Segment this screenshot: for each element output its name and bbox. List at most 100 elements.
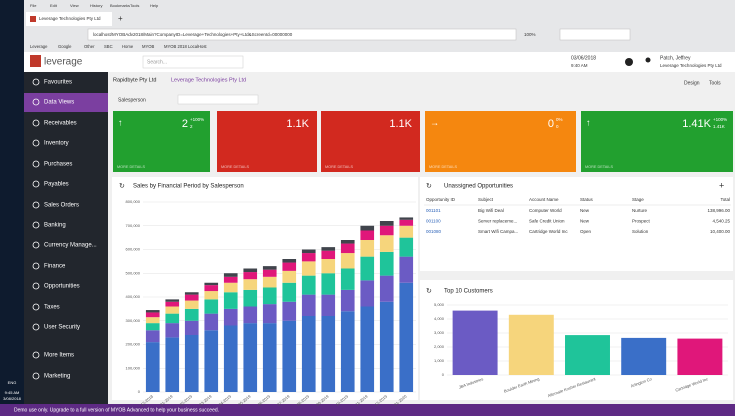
kpi-tile[interactable]	[425, 111, 576, 172]
filter-label: Salesperson	[118, 97, 146, 103]
table-cell[interactable]: 001101	[426, 208, 441, 213]
bar-segment	[399, 219, 414, 226]
y-tick-label: 4,000	[434, 316, 445, 321]
sidebar-item[interactable]: Finance	[44, 264, 66, 270]
url: localhost/MYOBAdv2018/Main?CompanyID=Lev…	[93, 32, 293, 37]
sidebar-item[interactable]: Opportunities	[44, 284, 80, 290]
table-cell[interactable]: 001080	[426, 229, 442, 234]
bar-segment	[399, 256, 414, 283]
bar-segment	[282, 320, 297, 392]
tab[interactable]	[26, 12, 112, 26]
bar-segment	[399, 217, 414, 220]
table-cell: 138,996.00	[707, 208, 730, 213]
bookmark[interactable]: Google	[58, 44, 72, 49]
add-icon[interactable]: +	[719, 180, 724, 190]
bar	[452, 310, 498, 375]
new-tab[interactable]: +	[118, 14, 123, 23]
sidebar-icon	[32, 160, 40, 168]
bookmark[interactable]: SBC	[104, 44, 113, 49]
sidebar-item[interactable]: Taxes	[44, 305, 60, 311]
kpi-tile[interactable]	[581, 111, 733, 172]
sidebar-item[interactable]: Marketing	[44, 374, 70, 380]
tile-footer[interactable]: MORE DETAILS	[221, 165, 249, 169]
bookmark[interactable]: Home	[122, 44, 134, 49]
salesperson-select[interactable]	[177, 94, 259, 105]
user-icon[interactable]	[645, 57, 651, 63]
y-tick-label: 0	[442, 372, 445, 377]
bar-segment	[223, 325, 238, 392]
table-cell: Nurture	[632, 208, 648, 213]
bookmark[interactable]: MYOB	[142, 44, 155, 49]
bar-segment	[360, 230, 375, 240]
kpi-tile[interactable]	[321, 111, 420, 172]
sidebar-item[interactable]: Payables	[44, 182, 69, 188]
bar-segment	[301, 249, 316, 254]
bar-segment	[243, 272, 258, 280]
tile-footer[interactable]: MORE DETAILS	[117, 165, 145, 169]
bar-segment	[184, 294, 199, 301]
sidebar-item[interactable]: Receivables	[44, 121, 77, 127]
menu-item[interactable]: Help	[150, 3, 159, 8]
tile-footer[interactable]: MORE DETAILS	[429, 165, 457, 169]
sidebar-item[interactable]: Favourites	[44, 80, 72, 86]
bar	[508, 314, 554, 375]
bar-segment	[223, 273, 238, 277]
bar-segment	[301, 294, 316, 316]
toolbar-button[interactable]: Tools	[709, 80, 721, 86]
zoom: 100%	[524, 32, 536, 37]
refresh-icon[interactable]: ↻	[426, 288, 432, 295]
table-cell: Open	[580, 229, 592, 234]
kpi-tile[interactable]	[113, 111, 210, 172]
bookmark[interactable]: MYOB 2018 LocalHost	[164, 44, 207, 49]
sidebar-item[interactable]: Data Views	[44, 100, 74, 106]
menu-item[interactable]: Tools	[130, 3, 139, 8]
sidebar-item[interactable]: More Items	[44, 353, 74, 359]
search-placeholder: Search...	[147, 59, 167, 65]
refresh-icon[interactable]: ↻	[119, 183, 125, 190]
tile-change: +100%	[713, 117, 727, 122]
menu-item[interactable]: Bookmarks	[110, 3, 130, 8]
tile-arrow: ↑	[586, 117, 591, 127]
kpi-tile[interactable]	[217, 111, 317, 172]
refresh-icon[interactable]: ↻	[426, 183, 432, 190]
bar-segment	[145, 330, 160, 343]
search-box[interactable]	[142, 55, 244, 69]
y-tick-label: 400,000	[126, 294, 141, 299]
table-cell: Cartridge World Inc	[529, 229, 568, 234]
menu-item[interactable]: Edit	[50, 3, 58, 8]
breadcrumb[interactable]: Leverage Technologies Pty Ltd	[171, 77, 246, 83]
y-tick-label: 3,000	[434, 330, 445, 335]
sidebar-active	[24, 93, 108, 112]
bar-segment	[262, 287, 277, 305]
sidebar-item[interactable]: Banking	[44, 223, 66, 229]
sidebar-item[interactable]: Purchases	[44, 162, 72, 168]
user-name[interactable]: Patch, Jeffrey	[660, 55, 691, 61]
sidebar-item[interactable]: User Security	[44, 325, 80, 331]
sidebar-item[interactable]: Sales Orders	[44, 203, 79, 209]
bookmark[interactable]: Leverage	[30, 44, 48, 49]
bar	[565, 335, 610, 375]
toolbar-button[interactable]: Design	[684, 80, 700, 86]
sidebar-item[interactable]: Currency Manage...	[44, 243, 97, 249]
tile-footer[interactable]: MORE DETAILS	[325, 165, 353, 169]
tile-sub: 1.41K	[713, 124, 725, 129]
sidebar-item[interactable]: Inventory	[44, 141, 69, 147]
sidebar-icon	[32, 262, 40, 270]
browser-search[interactable]	[559, 28, 631, 41]
table-cell[interactable]: 001100	[426, 219, 441, 224]
breadcrumb[interactable]: Rapidbyte Pty Ltd	[113, 77, 156, 83]
tile-value: 2	[182, 118, 188, 130]
table-header: Account Name	[529, 197, 559, 202]
bar-segment	[204, 330, 219, 392]
bar-segment	[262, 266, 277, 270]
bookmark[interactable]: Other	[84, 44, 95, 49]
help-icon[interactable]	[625, 58, 633, 66]
user-company: Leverage Technologies Pty Ltd	[660, 63, 722, 68]
url-bar[interactable]	[87, 28, 517, 41]
sidebar-icon	[32, 139, 40, 147]
tile-footer[interactable]: MORE DETAILS	[585, 165, 613, 169]
table-header: Subject	[478, 197, 494, 202]
menu-item[interactable]: History	[90, 3, 102, 8]
menu-item[interactable]: File	[30, 3, 37, 8]
menu-item[interactable]: View	[70, 3, 79, 8]
